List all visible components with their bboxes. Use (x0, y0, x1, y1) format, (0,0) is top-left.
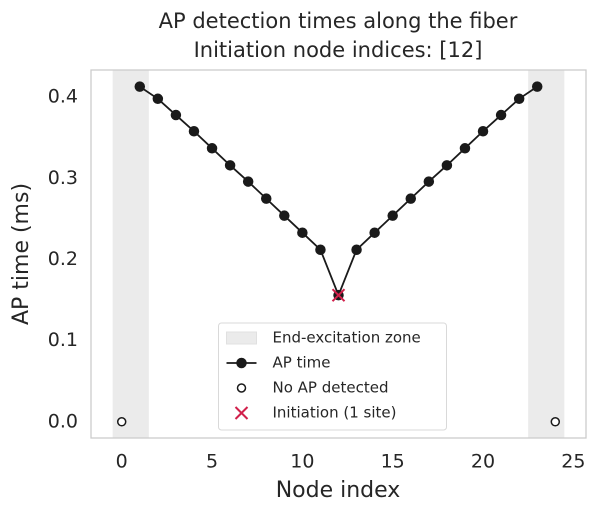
plot-frame (90, 69, 587, 439)
marker (236, 357, 247, 369)
marker (331, 288, 346, 302)
zone (528, 70, 565, 438)
x-tick-label: 10 (290, 451, 314, 473)
chart-subtitle: Initiation node indices: [12] (194, 38, 483, 62)
x-tick-label: 20 (471, 451, 495, 473)
marker (550, 417, 561, 427)
marker (477, 126, 489, 137)
marker (279, 210, 290, 221)
marker (351, 244, 362, 255)
marker-x (234, 406, 249, 420)
y-axis-label: AP time (ms) (9, 183, 34, 325)
marker (387, 210, 398, 221)
marker (206, 143, 218, 154)
marker-x (331, 288, 346, 302)
x-tick-label: 5 (206, 451, 218, 473)
marker (242, 176, 254, 187)
x-tick-label: 0 (116, 451, 128, 473)
marker (513, 93, 525, 105)
y-tick-label: 0.3 (48, 167, 78, 189)
y-tick-label: 0.4 (48, 86, 78, 108)
marker (495, 109, 507, 121)
legend-label: Initiation (1 site) (273, 404, 397, 422)
marker (234, 406, 249, 420)
chart-title: AP detection times along the fiber (159, 9, 518, 33)
marker (152, 93, 164, 105)
x-tick-label: 25 (561, 451, 585, 473)
marker (224, 160, 236, 171)
legend-label: No AP detected (273, 379, 389, 397)
marker (459, 143, 471, 154)
marker (134, 81, 146, 92)
x-axis-label: Node index (276, 478, 401, 503)
marker (441, 160, 453, 171)
marker (369, 227, 380, 238)
legend-swatch (226, 331, 257, 345)
marker (188, 126, 200, 137)
marker (116, 417, 127, 427)
legend-box (218, 322, 447, 431)
y-tick-label: 0.2 (48, 248, 78, 270)
series-line (139, 85, 538, 298)
legend-label: End-excitation zone (273, 329, 421, 347)
marker (170, 109, 182, 121)
marker (405, 193, 417, 204)
legend-label: AP time (273, 354, 331, 372)
marker (297, 227, 308, 238)
marker (260, 193, 272, 204)
y-tick-label: 0.1 (48, 329, 78, 351)
marker (423, 176, 435, 187)
marker (315, 244, 326, 255)
x-tick-label: 15 (381, 451, 405, 473)
marker (236, 383, 247, 393)
y-tick-label: 0.0 (48, 410, 78, 432)
marker (531, 81, 543, 92)
zone (112, 70, 149, 438)
